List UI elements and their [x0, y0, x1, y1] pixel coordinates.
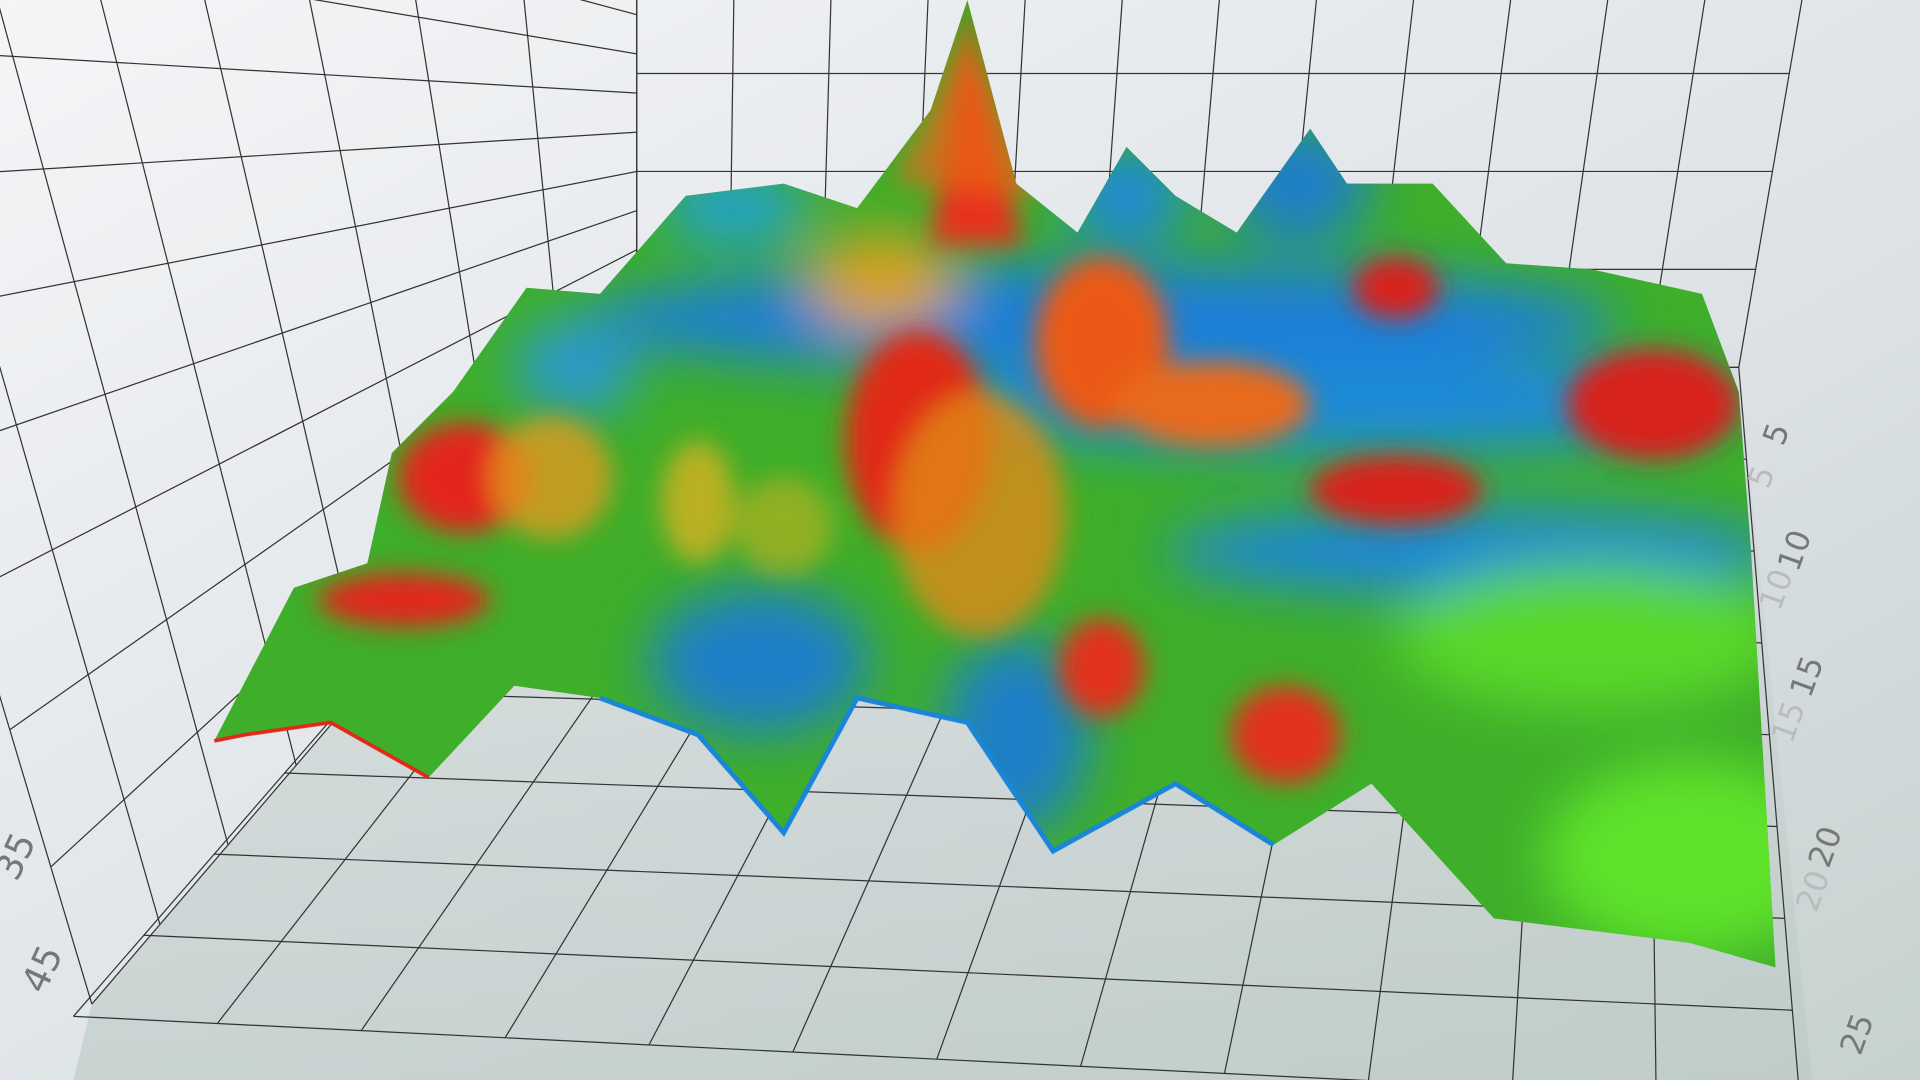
grid-line	[312, 0, 637, 55]
surface-edge	[213, 720, 430, 780]
peak	[1567, 348, 1739, 460]
blob	[648, 587, 870, 735]
grid-line	[0, 131, 637, 173]
grid-line	[0, 694, 93, 1005]
surface-colors	[318, 0, 1776, 956]
peak	[1230, 685, 1341, 784]
grid-line	[143, 934, 1793, 1011]
blob	[514, 318, 637, 417]
blob	[1395, 563, 1776, 711]
surface-peaks	[318, 0, 1739, 784]
surface	[213, 0, 1776, 968]
grid-line	[0, 210, 637, 432]
peak	[318, 573, 490, 627]
peak	[1059, 618, 1145, 717]
peak	[1114, 361, 1311, 447]
grid-line	[0, 54, 637, 94]
blob	[808, 232, 956, 331]
peak	[734, 477, 833, 576]
peak	[489, 416, 613, 539]
peak	[661, 440, 735, 564]
surface-edge	[599, 695, 1275, 855]
peak	[1353, 257, 1439, 319]
grid-line	[73, 1015, 1369, 1080]
peak	[1310, 455, 1482, 525]
grid-line	[0, 170, 637, 297]
grid-line	[0, 365, 161, 925]
peak	[893, 391, 1066, 637]
blob	[1542, 759, 1776, 956]
peak	[893, 24, 1041, 196]
